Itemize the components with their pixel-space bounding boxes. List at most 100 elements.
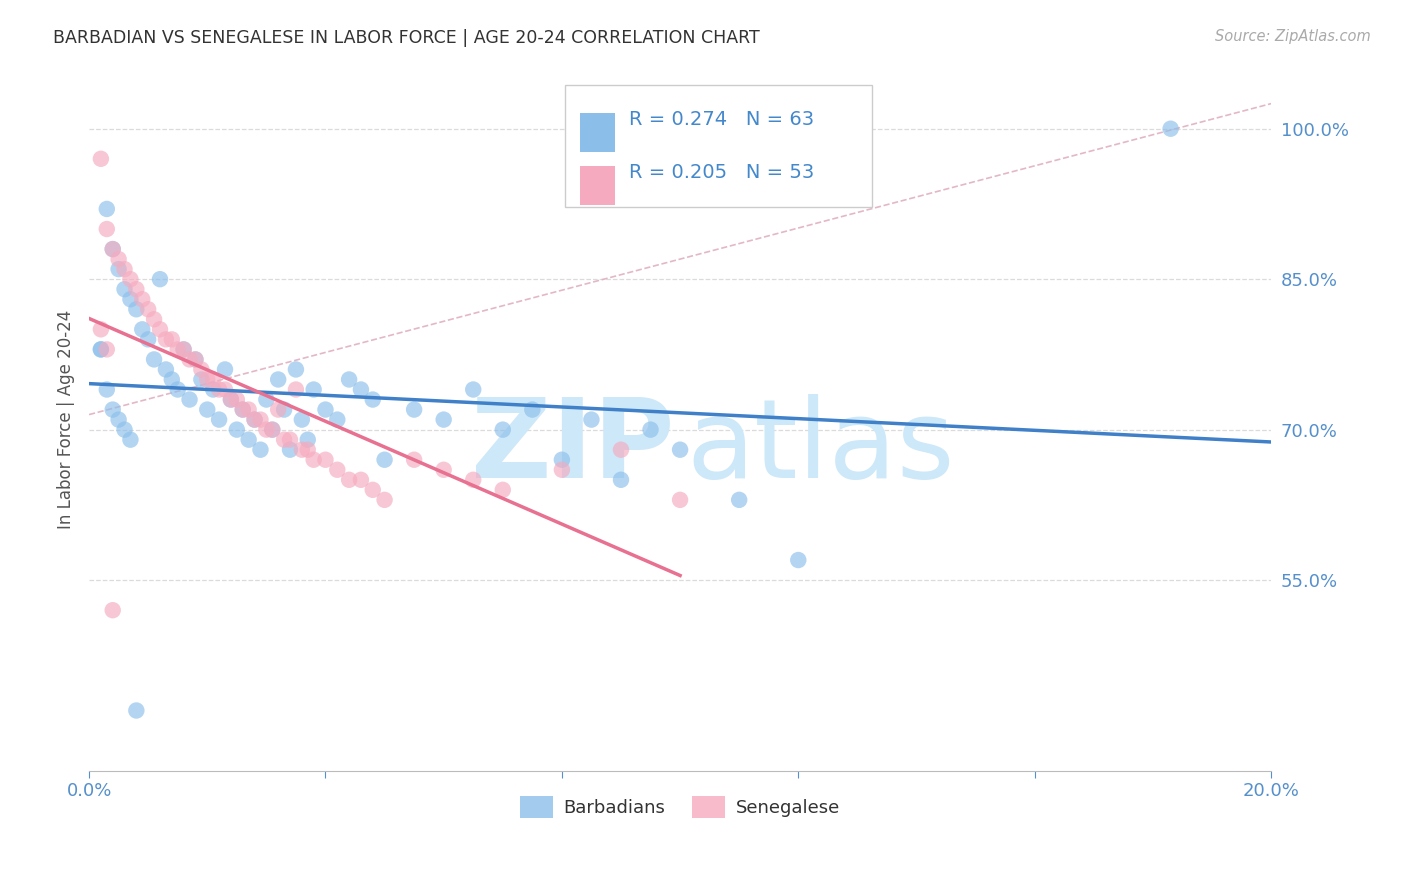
Point <box>208 412 231 426</box>
Point <box>297 433 319 447</box>
Point <box>96 222 118 236</box>
Point <box>136 332 159 346</box>
Point <box>179 352 201 367</box>
Point <box>581 412 603 426</box>
Point <box>433 412 456 426</box>
Point <box>238 402 260 417</box>
Point <box>254 392 277 407</box>
FancyBboxPatch shape <box>565 85 872 207</box>
Point <box>166 343 188 357</box>
Point <box>374 492 396 507</box>
Point <box>463 473 485 487</box>
FancyBboxPatch shape <box>579 113 614 152</box>
Point <box>131 322 153 336</box>
Point <box>202 372 225 386</box>
Point <box>291 442 314 457</box>
Point <box>125 704 148 718</box>
Point <box>184 352 207 367</box>
Text: R = 0.205   N = 53: R = 0.205 N = 53 <box>630 162 814 182</box>
Point <box>249 412 271 426</box>
Point <box>173 343 195 357</box>
Point <box>202 383 225 397</box>
Text: BARBADIAN VS SENEGALESE IN LABOR FORCE | AGE 20-24 CORRELATION CHART: BARBADIAN VS SENEGALESE IN LABOR FORCE |… <box>53 29 761 46</box>
Point <box>1160 121 1182 136</box>
Point <box>267 372 290 386</box>
Point <box>166 383 188 397</box>
Point <box>131 292 153 306</box>
Point <box>114 282 136 296</box>
Point <box>522 402 544 417</box>
Point <box>278 433 301 447</box>
Point <box>143 352 166 367</box>
Point <box>96 202 118 216</box>
Point <box>101 402 124 417</box>
Point <box>669 492 692 507</box>
Point <box>361 392 384 407</box>
Point <box>160 372 183 386</box>
Point <box>297 442 319 457</box>
Point <box>173 343 195 357</box>
Point <box>90 152 112 166</box>
Point <box>136 302 159 317</box>
Point <box>214 362 236 376</box>
Point <box>262 423 284 437</box>
Text: ZIP: ZIP <box>471 394 673 501</box>
Point <box>219 392 242 407</box>
Point <box>267 402 290 417</box>
Point <box>404 402 426 417</box>
Point <box>243 412 266 426</box>
Point <box>350 473 373 487</box>
Point <box>326 412 349 426</box>
Point <box>101 242 124 256</box>
Point <box>225 392 247 407</box>
Point <box>149 272 172 286</box>
Point <box>120 292 142 306</box>
Point <box>190 372 212 386</box>
Point <box>551 463 574 477</box>
Point <box>337 372 360 386</box>
Point <box>404 452 426 467</box>
Point <box>195 372 218 386</box>
Point <box>214 383 236 397</box>
FancyBboxPatch shape <box>579 166 614 204</box>
Text: atlas: atlas <box>686 394 955 501</box>
Point <box>284 362 307 376</box>
Point <box>273 433 295 447</box>
Point <box>374 452 396 467</box>
Point <box>361 483 384 497</box>
Point <box>314 402 336 417</box>
Point <box>208 383 231 397</box>
Point <box>190 362 212 376</box>
Point <box>326 463 349 477</box>
Point <box>225 423 247 437</box>
Point <box>143 312 166 326</box>
Point <box>492 483 515 497</box>
Point <box>551 452 574 467</box>
Point <box>179 392 201 407</box>
Point <box>101 242 124 256</box>
Point <box>125 302 148 317</box>
Point <box>184 352 207 367</box>
Y-axis label: In Labor Force | Age 20-24: In Labor Force | Age 20-24 <box>58 310 75 529</box>
Point <box>238 433 260 447</box>
Point <box>107 262 129 277</box>
Legend: Barbadians, Senegalese: Barbadians, Senegalese <box>513 789 848 825</box>
Point <box>232 402 254 417</box>
Point <box>107 412 129 426</box>
Point <box>302 452 325 467</box>
Point <box>160 332 183 346</box>
Point <box>640 423 662 437</box>
Point <box>492 423 515 437</box>
Point <box>155 332 177 346</box>
Point <box>114 262 136 277</box>
Point <box>669 442 692 457</box>
Point <box>433 463 456 477</box>
Point <box>249 442 271 457</box>
Point <box>262 423 284 437</box>
Point <box>219 392 242 407</box>
Point <box>90 343 112 357</box>
Point <box>125 282 148 296</box>
Point <box>787 553 810 567</box>
Point <box>254 423 277 437</box>
Text: R = 0.274   N = 63: R = 0.274 N = 63 <box>630 110 814 129</box>
